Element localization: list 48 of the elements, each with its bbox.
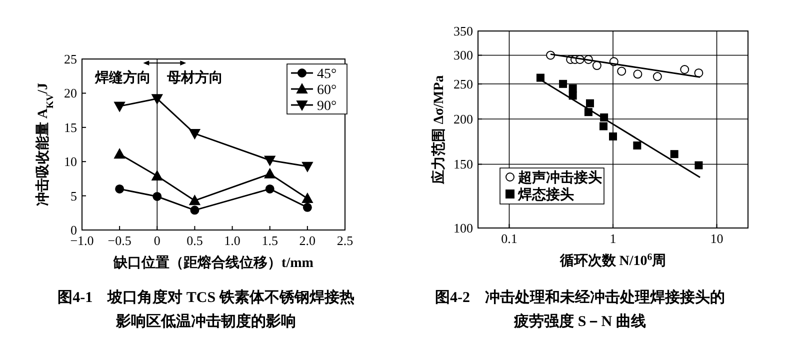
text: 图4-1 坡口角度对 TCS 铁素体不锈钢焊接热影响区低温冲击韧度的影响: [58, 288, 354, 330]
point: [264, 168, 276, 178]
x-tick-label: 2.5: [336, 233, 354, 248]
point: [302, 162, 313, 172]
x-tick-label: 1.0: [224, 233, 240, 248]
legend-label: 超声冲击接头: [517, 169, 602, 186]
legend-label: 60°: [317, 83, 337, 98]
point: [265, 184, 274, 194]
point: [115, 184, 124, 194]
x-tick-label: 0.5: [186, 233, 203, 248]
annotation: 母材方向: [166, 69, 224, 86]
point: [264, 156, 276, 166]
legend-label: 焊态接头: [517, 186, 574, 203]
y-axis-title: 应力范围 Δσ/MPa: [430, 75, 447, 185]
point: [302, 193, 313, 204]
text: 图4-2 冲击处理和未经冲击处理焊接接头的疲劳强度 S－N 曲线: [435, 289, 725, 330]
y-tick-label: 300: [454, 48, 473, 63]
x-tick-label: 2.0: [299, 233, 316, 248]
point: [152, 192, 162, 201]
x-tick-label: 1: [610, 231, 616, 246]
annotation: 焊缝方向: [94, 69, 152, 86]
y-tick-label: 25: [64, 52, 77, 66]
x-axis-title: 循环次数 N/10$^{6}$周: [558, 252, 666, 269]
point: [190, 206, 200, 215]
y-tick-label: 20: [64, 86, 77, 101]
x-tick-label: 10: [710, 231, 724, 246]
y-tick-label: 350: [454, 24, 473, 38]
y-tick-label: 100: [454, 220, 473, 236]
point: [189, 195, 200, 206]
x-axis-title: 缺口位置（距熔合线位移）t/mm: [112, 254, 314, 271]
y-tick-label: 15: [64, 120, 77, 135]
y-tick-label: 150: [454, 156, 473, 172]
x-tick-label: −0.5: [108, 233, 132, 248]
point: [114, 148, 126, 159]
y-tick-label: 250: [454, 76, 473, 92]
legend-label: 90°: [317, 99, 337, 114]
y-tick-label: 10: [64, 154, 77, 170]
point: [152, 170, 163, 180]
point: [114, 102, 126, 112]
x-tick-label: 0.1: [501, 231, 518, 246]
legend-label: 45°: [317, 67, 337, 82]
y-tick-label: 200: [454, 112, 473, 126]
x-tick-label: 1.5: [262, 233, 278, 248]
x-tick-label: 0: [154, 233, 160, 248]
y-tick-label: 5: [70, 188, 77, 204]
point: [152, 94, 163, 104]
point: [302, 202, 312, 212]
point: [189, 129, 200, 140]
